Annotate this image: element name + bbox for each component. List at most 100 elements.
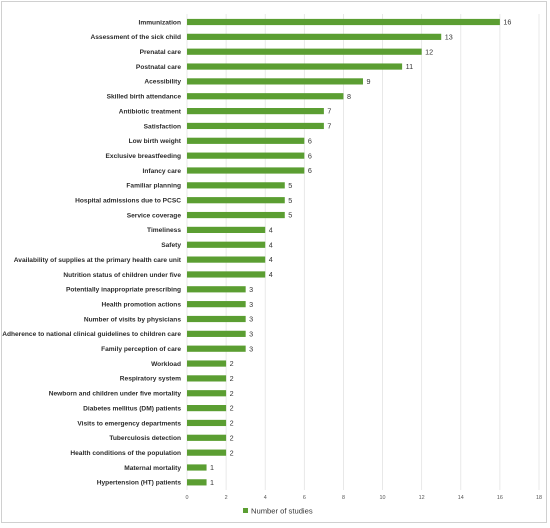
- category-label: Safety: [161, 242, 181, 249]
- x-tick-label: 4: [264, 495, 267, 501]
- bar: [187, 375, 227, 382]
- data-label: 2: [230, 448, 234, 457]
- x-tick-label: 6: [303, 495, 306, 501]
- bars: [187, 18, 500, 486]
- bar: [187, 449, 227, 456]
- category-label: Assessment of the sick child: [90, 34, 181, 41]
- bar: [187, 286, 246, 293]
- category-label: Acessibility: [144, 79, 181, 86]
- category-label: Hypertension (HT) patients: [97, 480, 182, 487]
- bar: [187, 345, 246, 352]
- category-label: Skilled birth attendance: [107, 94, 182, 101]
- x-axis-ticks: 0 2 4 6 8 10 12 14 16 18: [186, 495, 543, 501]
- data-label: 3: [249, 315, 253, 324]
- x-tick-label: 14: [458, 495, 464, 501]
- data-label: 6: [308, 166, 312, 175]
- bar: [187, 226, 266, 233]
- category-label: Respiratory system: [120, 376, 181, 383]
- data-label: 1: [210, 478, 214, 487]
- bar: [187, 464, 207, 471]
- data-label: 6: [308, 136, 312, 145]
- data-label: 13: [445, 32, 453, 41]
- data-label: 4: [269, 270, 273, 279]
- bar: [187, 197, 285, 204]
- bar: [187, 211, 285, 219]
- bar: [187, 241, 266, 248]
- x-tick-label: 0: [186, 495, 189, 501]
- category-label: Satisfaction: [144, 123, 181, 130]
- category-label: Immunization: [139, 19, 182, 26]
- data-label: 3: [249, 329, 253, 338]
- category-label: Hospital admissions due to PCSC: [75, 198, 181, 205]
- gridlines: [186, 14, 540, 490]
- category-label: Low birth weight: [129, 138, 182, 145]
- x-tick-label: 8: [342, 495, 345, 501]
- category-label: Prenatal care: [140, 49, 182, 56]
- data-label: 16: [503, 18, 511, 27]
- category-label: Antibiotic treatment: [119, 108, 182, 115]
- data-label: 12: [425, 47, 433, 56]
- x-tick-label: 16: [497, 495, 503, 501]
- data-label: 2: [230, 374, 234, 383]
- bar: [187, 167, 305, 174]
- data-label: 8: [347, 92, 351, 101]
- x-tick-label: 12: [419, 495, 425, 501]
- data-label: 5: [288, 196, 292, 205]
- category-label: Newborn and children under five mortalit…: [49, 391, 182, 398]
- data-label: 2: [230, 433, 234, 442]
- x-tick-label: 2: [225, 495, 228, 501]
- bar: [187, 315, 246, 323]
- x-tick-label: 18: [536, 495, 542, 501]
- data-label: 2: [230, 419, 234, 428]
- data-label: 7: [327, 122, 331, 131]
- data-label: 11: [406, 62, 413, 71]
- bar: [187, 479, 207, 486]
- bar: [187, 108, 324, 115]
- data-label: 3: [249, 344, 253, 353]
- category-label: Health promotion actions: [102, 301, 182, 308]
- bar: [187, 48, 422, 55]
- legend: Number of studies: [243, 507, 313, 516]
- category-label: Diabetes mellitus (DM) patients: [83, 405, 181, 412]
- bar: [187, 93, 344, 100]
- data-label: 7: [327, 107, 331, 116]
- data-label: 2: [230, 359, 234, 368]
- category-label: Number of visits by physicians: [84, 316, 181, 323]
- bar: [187, 301, 246, 308]
- data-label: 4: [269, 255, 273, 264]
- category-label: Health conditions of the population: [70, 450, 181, 457]
- bar: [187, 419, 227, 427]
- bar: [187, 256, 266, 263]
- category-label: Familiar planning: [126, 183, 181, 190]
- bar: [187, 434, 227, 441]
- legend-label: Number of studies: [251, 507, 313, 516]
- category-label: Exclusive breastfeeding: [106, 153, 182, 160]
- bar: [187, 330, 246, 337]
- data-label: 3: [249, 285, 253, 294]
- data-label: 5: [288, 181, 292, 190]
- bar: [187, 360, 227, 367]
- category-label: Maternal mortality: [124, 465, 181, 472]
- data-label: 3: [249, 300, 253, 309]
- bar: [187, 152, 305, 159]
- bar: [187, 33, 442, 40]
- bar: [187, 122, 324, 130]
- data-label: 2: [230, 389, 234, 398]
- category-label: Postnatal care: [136, 64, 181, 71]
- category-label: Availability of supplies at the primary …: [14, 257, 182, 264]
- data-label: 1: [210, 463, 214, 472]
- x-tick-label: 10: [380, 495, 386, 501]
- category-label: Visits to emergency departments: [77, 420, 181, 427]
- bar: [187, 78, 363, 85]
- category-label: Workload: [151, 361, 181, 368]
- category-labels: Immunization Assessment of the sick child…: [2, 19, 182, 486]
- bar: [187, 63, 403, 70]
- data-label: 4: [269, 226, 273, 235]
- category-label: Family perception of care: [101, 346, 181, 353]
- bar: [187, 405, 227, 412]
- data-label: 6: [308, 151, 312, 160]
- category-label: Service coverage: [127, 212, 182, 219]
